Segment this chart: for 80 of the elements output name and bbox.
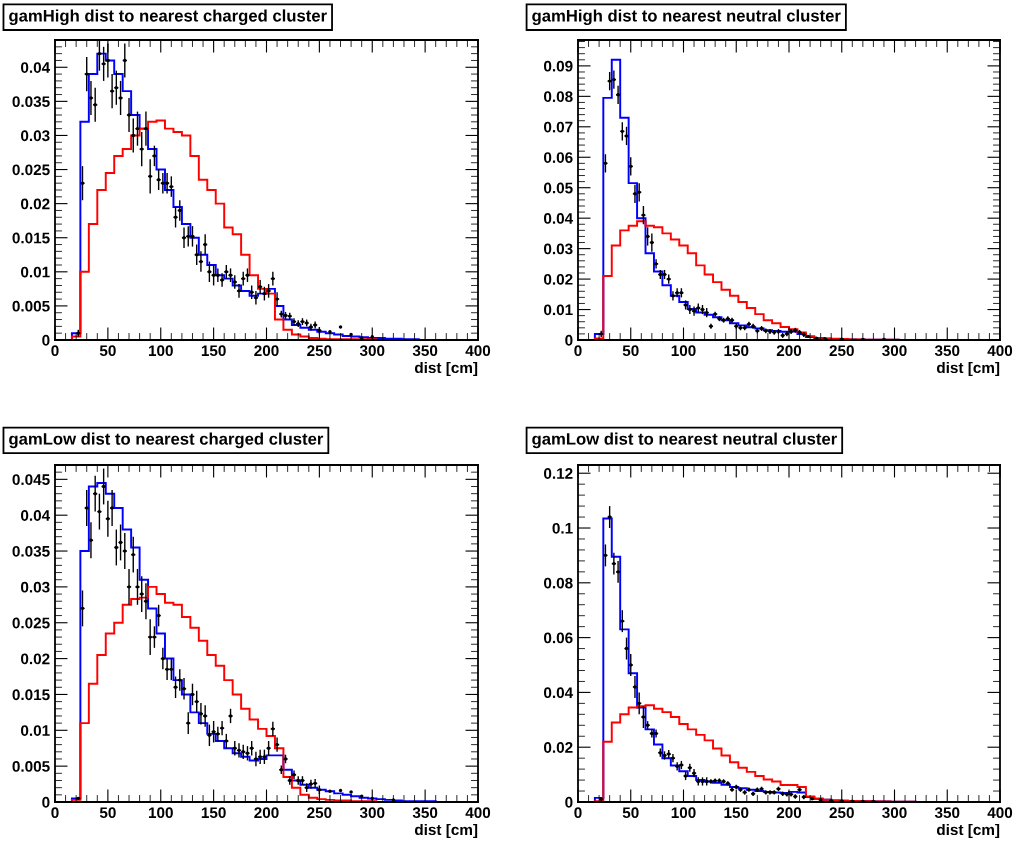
y-tick-label: 0.04 bbox=[544, 687, 574, 699]
y-tick-label: 0 bbox=[565, 796, 573, 808]
y-tick-label: 0.01 bbox=[544, 304, 573, 316]
x-tick-label: 150 bbox=[201, 345, 226, 357]
x-tick-label: 400 bbox=[465, 345, 491, 357]
y-tick-label: 0.06 bbox=[544, 152, 573, 163]
y-tick-label: 0 bbox=[42, 334, 50, 346]
x-tick-label: 150 bbox=[724, 807, 749, 819]
y-tick-label: 0.08 bbox=[544, 577, 573, 589]
y-tick-label: 0.005 bbox=[12, 300, 50, 312]
x-tick-label: 350 bbox=[934, 807, 960, 819]
x-tick-label: 100 bbox=[671, 807, 696, 819]
y-tick-label: 0.02 bbox=[21, 653, 50, 665]
y-tick-label: 0 bbox=[42, 796, 50, 808]
x-tick-label: 50 bbox=[99, 345, 116, 357]
y-tick-label: 0.015 bbox=[12, 689, 50, 701]
y-tick-label: 0.025 bbox=[12, 164, 50, 176]
x-tick-label: 0 bbox=[51, 807, 59, 819]
y-tick-label: 0.04 bbox=[21, 510, 51, 521]
x-tick-label: 50 bbox=[622, 345, 639, 357]
x-axis-title: dist [cm] bbox=[936, 361, 1000, 377]
x-tick-label: 100 bbox=[148, 345, 173, 357]
x-tick-label: 250 bbox=[829, 345, 854, 357]
x-tick-label: 150 bbox=[724, 345, 749, 357]
y-tick-label: 0.1 bbox=[552, 522, 573, 534]
x-axis-title: dist [cm] bbox=[936, 823, 1000, 839]
y-tick-label: 0.03 bbox=[21, 130, 50, 142]
x-tick-label: 300 bbox=[882, 345, 907, 357]
x-tick-label: 300 bbox=[359, 345, 385, 357]
y-tick-label: 0.015 bbox=[12, 232, 50, 244]
x-tick-label: 400 bbox=[987, 807, 1013, 819]
y-tick-label: 0.02 bbox=[544, 742, 573, 753]
chart-title: gamHigh dist to nearest neutral cluster bbox=[532, 9, 841, 25]
y-tick-label: 0.01 bbox=[21, 725, 50, 736]
chart-title: gamLow dist to nearest neutral cluster bbox=[532, 432, 837, 449]
x-tick-label: 300 bbox=[359, 807, 385, 819]
x-tick-label: 200 bbox=[254, 807, 279, 819]
y-tick-label: 0.02 bbox=[21, 198, 50, 210]
y-tick-label: 0.08 bbox=[544, 91, 573, 103]
x-tick-label: 200 bbox=[776, 345, 802, 357]
x-tick-label: 400 bbox=[465, 807, 491, 819]
x-tick-label: 50 bbox=[99, 807, 116, 819]
x-tick-label: 0 bbox=[51, 345, 59, 357]
x-tick-label: 250 bbox=[307, 345, 332, 357]
x-tick-label: 350 bbox=[934, 345, 960, 357]
x-tick-label: 0 bbox=[574, 807, 582, 819]
y-tick-label: 0.03 bbox=[21, 581, 50, 593]
x-tick-label: 200 bbox=[254, 345, 279, 357]
x-tick-label: 0 bbox=[574, 345, 582, 357]
x-axis-title: dist [cm] bbox=[414, 361, 478, 377]
x-tick-label: 100 bbox=[148, 807, 173, 819]
y-tick-label: 0.05 bbox=[544, 182, 573, 194]
x-tick-label: 50 bbox=[622, 807, 639, 819]
y-tick-label: 0.005 bbox=[12, 761, 50, 772]
y-tick-label: 0.035 bbox=[12, 96, 50, 108]
y-tick-label: 0.03 bbox=[544, 243, 573, 255]
y-tick-label: 0.09 bbox=[544, 60, 573, 72]
x-tick-label: 250 bbox=[307, 807, 332, 819]
y-tick-label: 0.025 bbox=[12, 617, 50, 629]
x-tick-label: 350 bbox=[412, 345, 438, 357]
y-tick-label: 0.01 bbox=[21, 266, 50, 278]
y-tick-label: 0.12 bbox=[544, 468, 573, 479]
y-tick-label: 0.07 bbox=[544, 121, 573, 133]
x-tick-label: 350 bbox=[412, 807, 438, 819]
y-tick-label: 0.06 bbox=[544, 632, 573, 644]
chart-title: gamHigh dist to nearest charged cluster bbox=[9, 9, 327, 25]
y-tick-label: 0.02 bbox=[544, 273, 573, 285]
y-tick-label: 0.045 bbox=[12, 474, 50, 486]
x-tick-label: 100 bbox=[671, 345, 696, 357]
x-axis-title: dist [cm] bbox=[414, 823, 478, 839]
y-tick-label: 0.04 bbox=[21, 62, 51, 73]
x-tick-label: 250 bbox=[829, 807, 854, 819]
chart-title: gamLow dist to nearest charged cluster bbox=[9, 432, 324, 449]
y-tick-label: 0 bbox=[565, 334, 573, 346]
x-tick-label: 300 bbox=[882, 807, 907, 819]
x-tick-label: 200 bbox=[776, 807, 802, 819]
x-tick-label: 150 bbox=[201, 807, 226, 819]
y-tick-label: 0.035 bbox=[12, 545, 50, 557]
y-tick-label: 0.04 bbox=[544, 213, 574, 224]
x-tick-label: 400 bbox=[987, 345, 1013, 357]
